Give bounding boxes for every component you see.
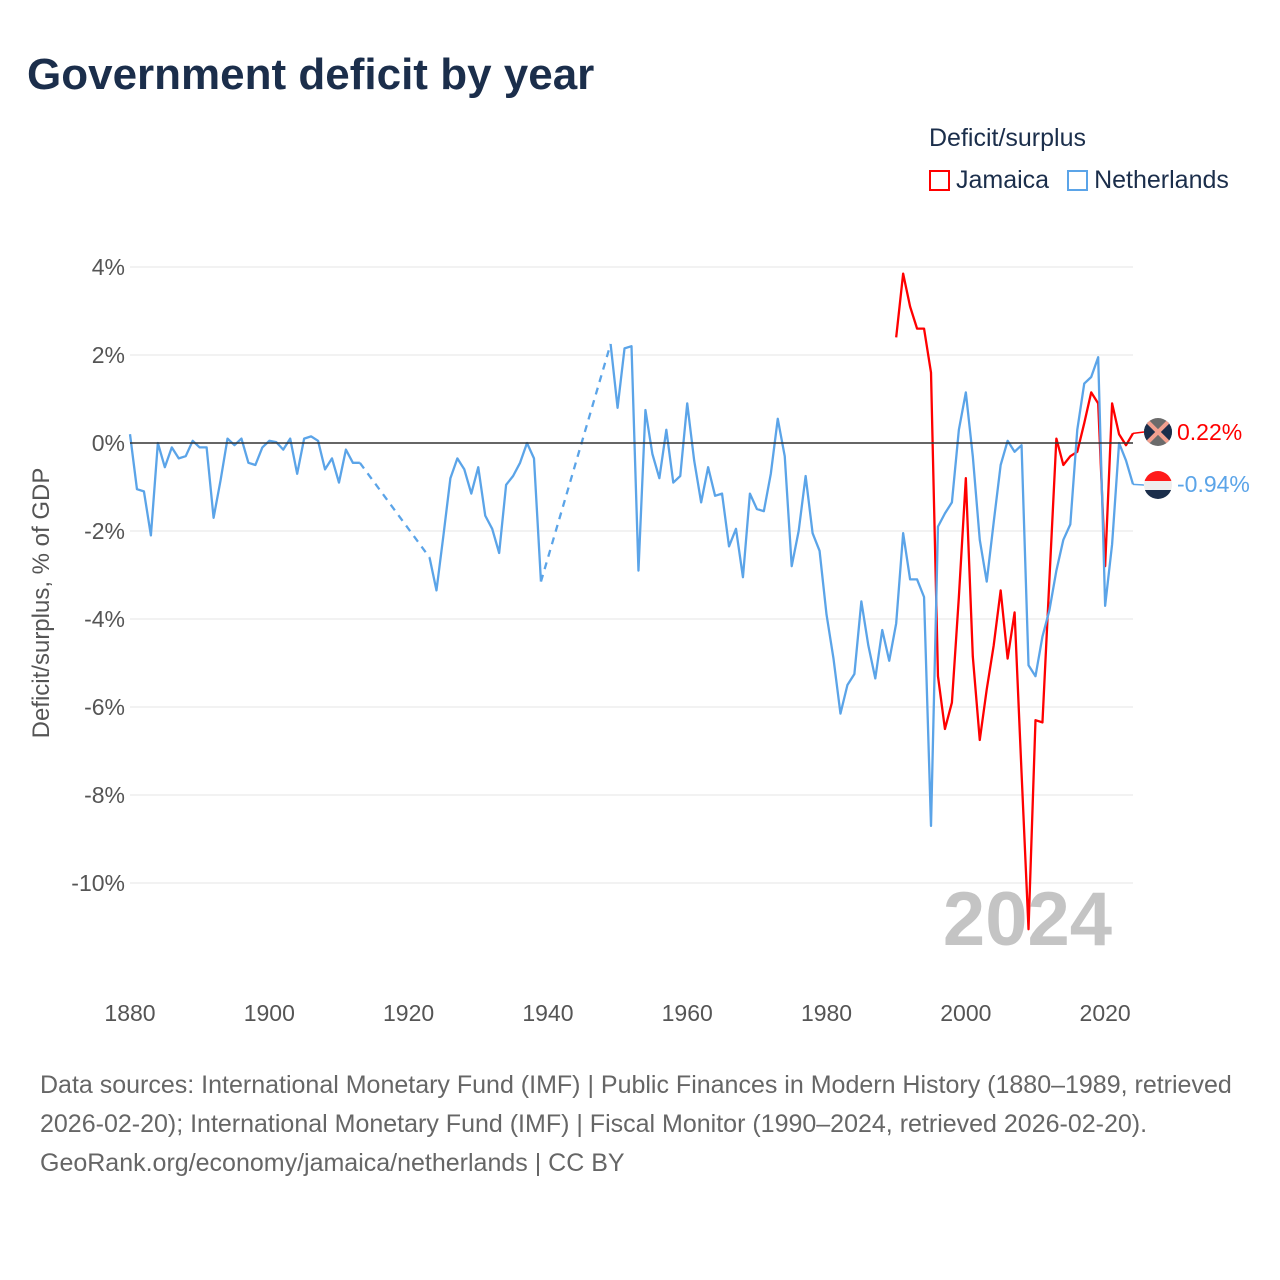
legend-label-netherlands: Netherlands [1094, 166, 1229, 194]
chart-title: Government deficit by year [27, 50, 595, 99]
y-tick-label: 4% [92, 254, 125, 280]
end-connector [1132, 431, 1145, 435]
series-line-jamaica [895, 272, 1134, 931]
y-tick-label: 0% [92, 430, 125, 456]
series-line-netherlands [609, 343, 1135, 827]
credit-link[interactable]: GeoRank.org/economy/jamaica/netherlands … [40, 1149, 625, 1177]
legend-item-netherlands[interactable]: Netherlands [1067, 166, 1229, 195]
netherlands-flag-icon [1144, 471, 1172, 499]
x-tick-label: 2020 [1080, 1000, 1131, 1026]
y-tick-label: -10% [71, 870, 125, 896]
y-tick-label: -2% [84, 518, 125, 544]
jamaica-flag-icon [1144, 418, 1172, 446]
netherlands-end-label: -0.94% [1177, 471, 1250, 497]
legend-title: Deficit/surplus [929, 124, 1086, 152]
y-tick-label: -4% [84, 606, 125, 632]
legend-label-jamaica: Jamaica [956, 166, 1050, 194]
x-tick-label: 1920 [383, 1000, 434, 1026]
end-connector [1132, 483, 1145, 486]
data-sources: Data sources: International Monetary Fun… [40, 1071, 1232, 1138]
legend-item-jamaica[interactable]: Jamaica [929, 166, 1049, 195]
y-tick-label: 2% [92, 342, 125, 368]
series-gap-netherlands [358, 462, 431, 559]
footer: Data sources: International Monetary Fun… [40, 1066, 1240, 1183]
series-line-netherlands [428, 441, 543, 592]
x-tick-label: 1980 [801, 1000, 852, 1026]
x-tick-label: 1940 [522, 1000, 573, 1026]
x-tick-label: 1880 [104, 1000, 155, 1026]
series-gap-netherlands [539, 343, 612, 582]
jamaica-end-label: 0.22% [1177, 419, 1242, 445]
x-tick-label: 1960 [662, 1000, 713, 1026]
x-tick-label: 2000 [940, 1000, 991, 1026]
legend-swatch-jamaica [929, 170, 950, 191]
legend-swatch-netherlands [1067, 170, 1089, 191]
series-line-netherlands [128, 434, 360, 537]
y-tick-label: -6% [84, 694, 125, 720]
x-tick-label: 1900 [244, 1000, 295, 1026]
legend: Jamaica Netherlands [929, 166, 1229, 195]
y-tick-label: -8% [84, 782, 125, 808]
